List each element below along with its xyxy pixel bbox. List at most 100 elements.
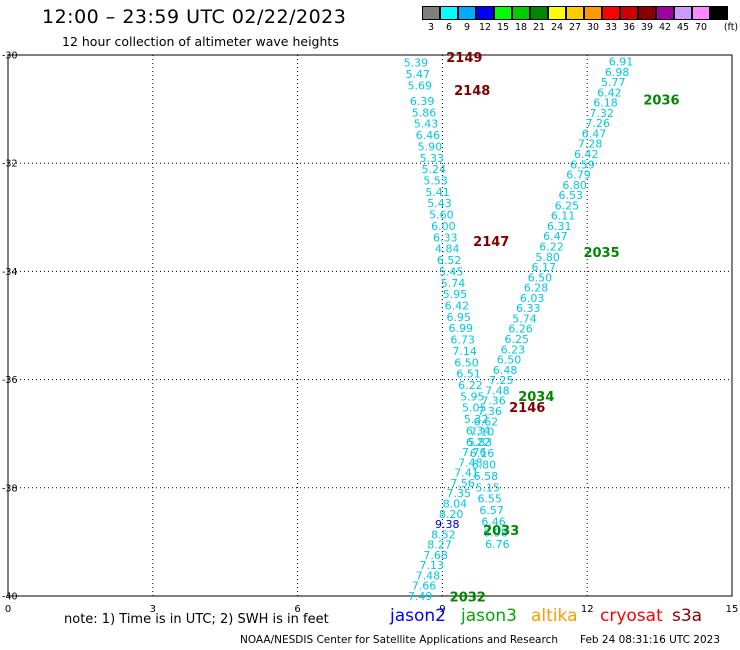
data-point-label: 6.62 bbox=[474, 415, 499, 428]
y-tick-label: -38 bbox=[2, 483, 18, 494]
data-point-label: 5.95 bbox=[443, 288, 468, 301]
data-point-label: 5.41 bbox=[425, 186, 450, 199]
data-point-label: 7.49 bbox=[408, 590, 433, 603]
data-point-label: 7.13 bbox=[420, 559, 445, 572]
legend-swatch bbox=[566, 6, 584, 20]
legend-label: 12 bbox=[478, 22, 492, 33]
data-point-label: 6.51 bbox=[456, 368, 481, 381]
legend-label: 18 bbox=[514, 22, 528, 33]
legend-swatch bbox=[494, 6, 512, 20]
legend-swatch bbox=[422, 6, 440, 20]
legend-label: 39 bbox=[640, 22, 654, 33]
legend-unit: (ft) bbox=[723, 22, 739, 33]
data-point-label: 6.52 bbox=[437, 254, 462, 267]
data-point-label: 5.43 bbox=[414, 118, 439, 131]
data-point-label: 6.99 bbox=[448, 322, 473, 335]
data-point-label: 9.38 bbox=[435, 518, 460, 531]
data-point-label: 7.25 bbox=[489, 374, 514, 387]
data-point-label: 6.33 bbox=[433, 231, 458, 244]
data-point-label: 5.74 bbox=[441, 277, 466, 290]
data-point-label: 6.17 bbox=[532, 261, 557, 274]
legend-label: 27 bbox=[568, 22, 582, 33]
legend-label: 33 bbox=[604, 22, 618, 33]
legend-swatch bbox=[548, 6, 566, 20]
legend-swatch bbox=[710, 6, 728, 20]
data-point-label: 5.47 bbox=[406, 68, 431, 81]
x-tick-label: 15 bbox=[726, 604, 739, 615]
data-point-label: 5.90 bbox=[418, 140, 443, 153]
data-point-label: 6.28 bbox=[524, 282, 549, 295]
data-point-label: 6.80 bbox=[562, 179, 587, 192]
pass-id-label: 2148 bbox=[454, 84, 490, 99]
data-point-label: 6.42 bbox=[597, 86, 622, 99]
data-point-label: 6.33 bbox=[516, 302, 541, 315]
data-point-label: 6.25 bbox=[555, 199, 580, 212]
legend-label: 24 bbox=[550, 22, 564, 33]
pass-id-label: 2032 bbox=[450, 591, 486, 606]
data-point-label: 5.53 bbox=[423, 175, 448, 188]
data-point-label: 6.47 bbox=[543, 230, 568, 243]
data-point-label: 6.73 bbox=[450, 334, 475, 347]
pass-id-label: 2035 bbox=[583, 246, 619, 261]
legend-label: 42 bbox=[658, 22, 672, 33]
data-point-label: 6.25 bbox=[504, 333, 529, 346]
y-tick-label: -32 bbox=[2, 159, 18, 170]
pass-id-label: 2033 bbox=[483, 524, 519, 539]
data-point-label: 7.68 bbox=[423, 549, 448, 562]
data-point-label: 6.91 bbox=[609, 55, 634, 68]
data-point-label: 5.69 bbox=[407, 79, 432, 92]
data-point-label: 6.42 bbox=[445, 299, 470, 312]
data-point-label: 6.76 bbox=[485, 538, 510, 551]
data-point-label: 5.95 bbox=[460, 390, 485, 403]
data-point-label: 6.53 bbox=[559, 189, 584, 202]
x-tick-label: 9 bbox=[439, 604, 445, 615]
data-point-label: 6.50 bbox=[454, 356, 479, 369]
data-point-label: 5.74 bbox=[512, 312, 537, 325]
data-point-label: 6.03 bbox=[520, 292, 545, 305]
data-point-label: 6.11 bbox=[551, 210, 576, 223]
data-point-label: 8.52 bbox=[431, 528, 456, 541]
data-point-label: 7.56 bbox=[450, 477, 475, 490]
data-point-label: 8.04 bbox=[443, 497, 468, 510]
note-text: note: 1) Time is in UTC; 2) SWH is in fe… bbox=[64, 612, 329, 627]
x-tick-label: 3 bbox=[150, 604, 156, 615]
data-point-label: 8.27 bbox=[427, 539, 452, 552]
data-point-label: 6.31 bbox=[547, 220, 572, 233]
data-point-label: 6.23 bbox=[501, 343, 526, 356]
data-point-label: 5.24 bbox=[421, 163, 446, 176]
data-point-label: 6.55 bbox=[477, 493, 502, 506]
data-point-label: 6.58 bbox=[474, 470, 499, 483]
data-point-label: 8.20 bbox=[439, 508, 464, 521]
page-subtitle: 12 hour collection of altimeter wave hei… bbox=[62, 34, 339, 49]
data-point-label: 6.57 bbox=[479, 504, 504, 517]
data-point-label: 6.50 bbox=[497, 354, 522, 367]
legend-label: 9 bbox=[463, 22, 471, 33]
satellite-name-jason3: jason3 bbox=[461, 606, 517, 626]
data-point-label: 6.22 bbox=[466, 436, 491, 449]
data-point-label: 6.95 bbox=[447, 311, 472, 324]
data-point-label: 6.50 bbox=[528, 271, 553, 284]
data-point-label: 7.41 bbox=[454, 467, 479, 480]
data-point-label: 6.42 bbox=[574, 148, 599, 161]
x-tick-label: 0 bbox=[5, 604, 11, 615]
data-point-label: 6.00 bbox=[431, 220, 456, 233]
data-point-label: 6.98 bbox=[483, 527, 508, 540]
data-point-label: 7.66 bbox=[412, 580, 437, 593]
legend-swatch bbox=[620, 6, 638, 20]
data-point-label: 7.48 bbox=[458, 456, 483, 469]
pass-id-label: 2147 bbox=[473, 235, 509, 250]
legend-label: 30 bbox=[586, 22, 600, 33]
legend-swatch bbox=[512, 6, 530, 20]
y-tick-label: -36 bbox=[2, 375, 18, 386]
data-point-label: 5.80 bbox=[535, 251, 560, 264]
y-tick-label: -30 bbox=[2, 51, 18, 62]
data-point-label: 6.79 bbox=[566, 169, 591, 182]
satellite-name-s3a: s3a bbox=[672, 606, 703, 626]
legend-swatch bbox=[530, 6, 548, 20]
data-point-label: 6.80 bbox=[472, 459, 497, 472]
data-point-label: 6.39 bbox=[410, 95, 435, 108]
data-point-label: 6.18 bbox=[593, 97, 618, 110]
legend-label: 36 bbox=[622, 22, 636, 33]
legend-label: 6 bbox=[445, 22, 453, 33]
